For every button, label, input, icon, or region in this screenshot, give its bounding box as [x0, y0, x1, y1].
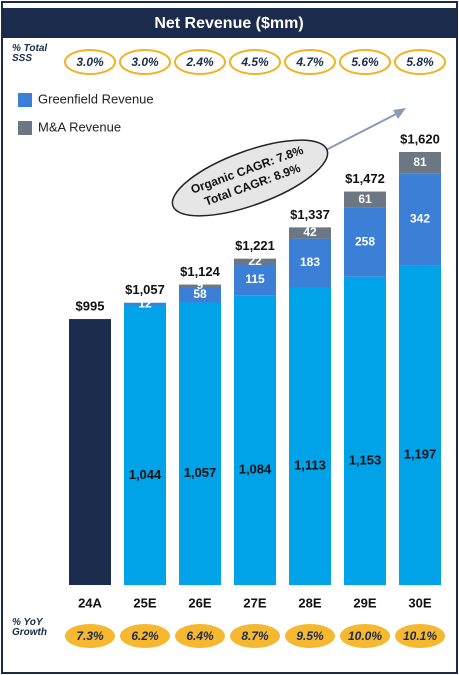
total-label: $1,472 [345, 171, 385, 186]
title-bar [3, 8, 456, 38]
bar-segment [399, 152, 441, 174]
legend-swatch [18, 93, 32, 107]
bar-segment [289, 238, 331, 288]
growth-pill [285, 624, 335, 648]
segment-label: 342 [410, 212, 430, 226]
legend-label: Greenfield Revenue [38, 91, 154, 106]
callout-ellipse [171, 139, 329, 217]
total-label: $1,337 [290, 207, 330, 222]
segment-label: 1,044 [129, 467, 162, 482]
sss-value: 5.8% [406, 55, 434, 69]
growth-label: % YoY Growth [12, 617, 47, 638]
segment-label: 9 [197, 278, 204, 292]
segment-label: 81 [413, 155, 427, 169]
growth-pill [395, 624, 445, 648]
sss-pill [394, 49, 446, 75]
segment-label: 42 [303, 225, 317, 239]
bar-segment [234, 295, 276, 585]
legend-label: M&A Revenue [38, 119, 121, 134]
total-label: $1,057 [125, 282, 165, 297]
bar-segment [234, 258, 276, 265]
segment-label: 22 [248, 254, 262, 268]
bar-segment [124, 302, 166, 306]
growth-pill [340, 624, 390, 648]
bar-segment [344, 207, 386, 277]
bar-segment [344, 191, 386, 208]
segment-label: 61 [358, 192, 372, 206]
growth-pill [230, 624, 280, 648]
x-tick-label: 25E [133, 595, 156, 610]
bar-segment [179, 284, 221, 287]
sss-pill [174, 49, 226, 75]
segment-label: 58 [193, 287, 207, 301]
sss-pill [64, 49, 116, 75]
segment-label: 115 [245, 272, 265, 286]
bar-segment [179, 286, 221, 303]
segment-label: 1,197 [404, 446, 437, 461]
sss-value: 5.6% [351, 55, 379, 69]
arrow-head [393, 108, 406, 119]
x-tick-label: 29E [353, 595, 376, 610]
sss-value: 4.5% [240, 55, 269, 69]
x-tick-label: 27E [243, 595, 266, 610]
growth-pill [65, 624, 115, 648]
growth-value: 10.1% [403, 629, 437, 643]
bar-segment [234, 264, 276, 296]
sss-pill [119, 49, 171, 75]
growth-value: 7.3% [76, 629, 104, 643]
growth-pill [120, 624, 170, 648]
sss-pill [284, 49, 336, 75]
x-tick-label: 26E [188, 595, 211, 610]
segment-label: 12 [138, 297, 152, 311]
bar-segment [124, 305, 166, 585]
total-label: $1,620 [400, 131, 440, 146]
growth-value: 6.4% [186, 629, 214, 643]
chart-title: Net Revenue ($mm) [154, 15, 303, 32]
total-label: $1,124 [180, 264, 221, 279]
sss-pill [339, 49, 391, 75]
bar-segment [179, 302, 221, 585]
x-tick-label: 28E [298, 595, 321, 610]
sss-value: 3.0% [131, 55, 159, 69]
bar-segment [344, 276, 386, 585]
bar-segment [289, 287, 331, 585]
segment-label: 1,057 [184, 465, 217, 480]
bar-segment [289, 227, 331, 239]
total-label: $995 [76, 298, 105, 313]
legend-swatch [18, 121, 32, 135]
sss-value: 3.0% [76, 55, 104, 69]
segment-label: 1,084 [239, 462, 272, 477]
segment-label: 183 [300, 255, 320, 269]
sss-pill [229, 49, 281, 75]
growth-value: 10.0% [348, 629, 382, 643]
bar-segment [399, 265, 441, 585]
segment-label: 1,113 [294, 458, 326, 473]
sss-value: 2.4% [185, 55, 214, 69]
sss-label: % Total SSS [12, 43, 48, 64]
sss-value: 4.7% [295, 55, 324, 69]
bar-segment [69, 319, 111, 585]
growth-value: 9.5% [296, 629, 324, 643]
growth-value: 6.2% [131, 629, 159, 643]
x-tick-label: 24A [78, 595, 102, 610]
x-tick-label: 30E [408, 595, 431, 610]
total-label: $1,221 [235, 238, 275, 253]
growth-value: 8.7% [241, 629, 269, 643]
segment-label: 258 [355, 235, 375, 249]
bar-segment [399, 173, 441, 266]
growth-pill [175, 624, 225, 648]
segment-label: 1,153 [349, 452, 382, 467]
